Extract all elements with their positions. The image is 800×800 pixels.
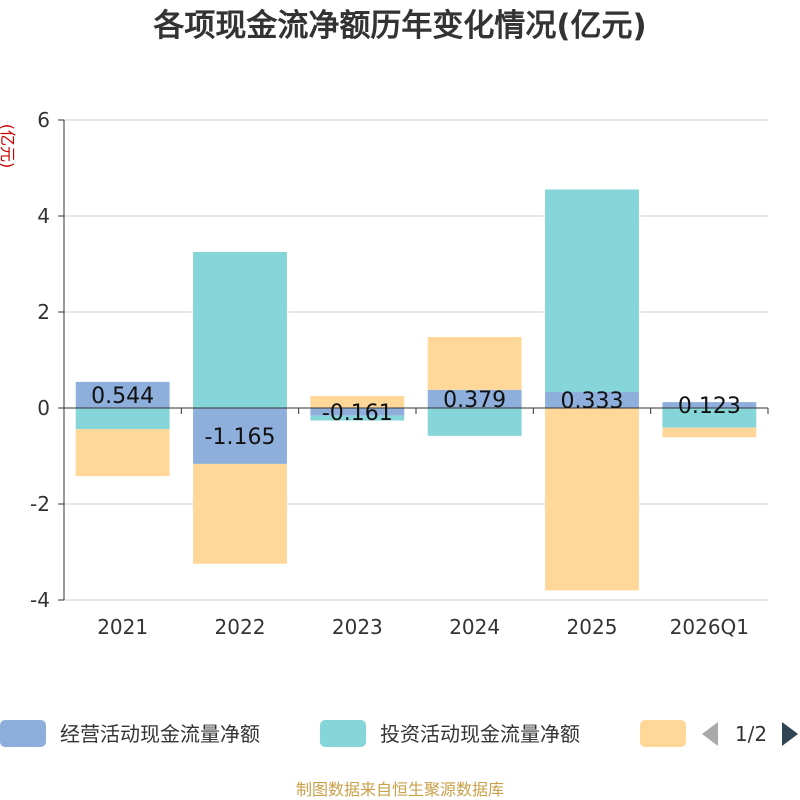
- data-label-2025: 0.333: [561, 389, 624, 414]
- y-tick-label: 2: [37, 300, 50, 324]
- bar-1-2022: [193, 408, 287, 464]
- x-tick-label: 2025: [567, 615, 618, 639]
- bar-3-2021: [75, 429, 170, 477]
- bar-2-2025: [545, 189, 639, 393]
- y-axis-unit-label: (亿元): [0, 124, 17, 169]
- bar-3-2025: [545, 408, 639, 591]
- legend-swatch-2: [320, 720, 366, 747]
- data-label-2021: 0.544: [91, 384, 154, 409]
- legend-label-2: 投资活动现金流量净额: [380, 722, 580, 746]
- bar-2-2026Q1: [662, 408, 757, 428]
- data-labels: 0.544 -1.165 -0.161 0.379 0.333 0.123: [91, 384, 741, 450]
- bar-3-2024: [427, 337, 522, 390]
- bar-3-2023: [310, 396, 405, 408]
- data-label-2023: -0.161: [322, 401, 393, 426]
- data-label-2026Q1: 0.123: [678, 394, 741, 419]
- legend-prev-arrow-icon[interactable]: [702, 722, 718, 746]
- bar-1-2021: [75, 381, 170, 408]
- legend-page-indicator: 1/2: [735, 722, 767, 746]
- bar-2-2024: [427, 408, 522, 436]
- chart-title: 各项现金流净额历年变化情况(亿元): [152, 8, 646, 44]
- legend: 经营活动现金流量净额 投资活动现金流量净额 1/2: [0, 720, 798, 747]
- y-tick-label: 4: [37, 204, 50, 228]
- grid-lines: [64, 119, 768, 601]
- bar-2-2021: [75, 408, 170, 430]
- bar-1-2024: [427, 389, 522, 408]
- y-tick-label: -2: [30, 492, 50, 516]
- bar-1-2023: [310, 408, 405, 416]
- data-label-2022: -1.165: [205, 425, 276, 450]
- legend-swatch-3: [640, 720, 686, 747]
- data-label-2024: 0.379: [443, 388, 506, 413]
- source-note: 制图数据来自恒生聚源数据库: [296, 780, 504, 799]
- y-tick-label: -4: [30, 588, 50, 612]
- bar-1-2026Q1: [662, 402, 757, 408]
- legend-label-1: 经营活动现金流量净额: [60, 722, 260, 746]
- legend-swatch-1: [0, 720, 46, 747]
- x-tick-label: 2026Q1: [670, 615, 749, 639]
- bar-3-2022: [193, 463, 287, 564]
- bar-1-2025: [545, 392, 639, 408]
- bar-series-group: [75, 189, 757, 591]
- legend-next-arrow-icon[interactable]: [782, 722, 798, 746]
- axes: -4 -2 0 2 4 6 2021 2022 2023 2024 2025 2026Q1: [30, 108, 769, 639]
- bar-2-2023: [310, 415, 405, 421]
- y-tick-label: 6: [37, 108, 50, 132]
- x-tick-label: 2021: [97, 615, 148, 639]
- bar-2-2022: [193, 252, 287, 408]
- x-tick-label: 2023: [332, 615, 383, 639]
- x-tick-label: 2022: [215, 615, 266, 639]
- bar-3-2026Q1: [662, 427, 757, 438]
- y-tick-label: 0: [37, 396, 50, 420]
- x-tick-label: 2024: [449, 615, 500, 639]
